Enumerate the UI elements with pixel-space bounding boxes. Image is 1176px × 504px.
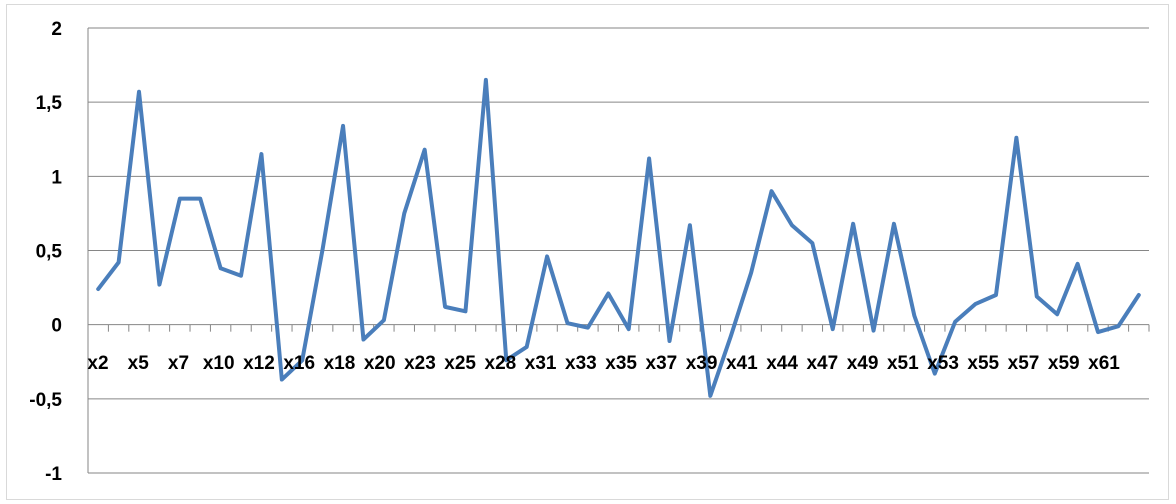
y-tick-label: 2	[51, 19, 62, 40]
y-tick-label: -0,5	[29, 390, 62, 411]
series-line	[96, 77, 1141, 398]
x-tick-label: x41	[726, 353, 758, 374]
y-tick-label: 1,5	[36, 93, 63, 114]
x-tick-label: x53	[927, 353, 959, 374]
y-tick-labels: 2 1,5 1 0,5 0 -0,5 -1	[29, 19, 62, 485]
x-tick-labels: x2 x5 x7 x10 x12 x16 x18 x20 x23 x25 x28 x31 x33 x35 x…	[87, 353, 1120, 374]
series	[96, 77, 1141, 398]
x-tick-label: x2	[87, 353, 108, 374]
x-tick-label: x47	[806, 353, 838, 374]
x-tick-label: x20	[364, 353, 396, 374]
x-tick-label: x18	[324, 353, 356, 374]
x-tick-label: x33	[565, 353, 597, 374]
x-tick-label: x10	[203, 353, 235, 374]
x-tick-label: x55	[967, 353, 999, 374]
x-tick-label: x16	[283, 353, 315, 374]
x-tick-label: x44	[766, 353, 798, 374]
x-tick-label: x49	[847, 353, 879, 374]
x-tick-label: x12	[243, 353, 275, 374]
x-tick-label: x7	[168, 353, 189, 374]
x-tick-label: x37	[646, 353, 678, 374]
y-tick-label: 0,5	[36, 242, 63, 263]
x-tick-label: x57	[1008, 353, 1040, 374]
x-tick-label: x59	[1048, 353, 1080, 374]
y-tick-label: 0	[51, 316, 62, 337]
x-tick-label: x31	[525, 353, 557, 374]
x-tick-label: x51	[887, 353, 919, 374]
x-tick-label: x23	[404, 353, 436, 374]
y-tick-label: 1	[51, 167, 62, 188]
x-tick-label: x28	[485, 353, 517, 374]
x-tick-label: x5	[128, 353, 150, 374]
x-tick-label: x25	[444, 353, 476, 374]
x-tick-label: x61	[1088, 353, 1120, 374]
x-tick-label: x35	[605, 353, 637, 374]
chart-frame	[6, 4, 1169, 500]
x-tick-label: x39	[686, 353, 718, 374]
y-tick-label: -1	[45, 464, 62, 485]
axes	[87, 28, 1150, 473]
